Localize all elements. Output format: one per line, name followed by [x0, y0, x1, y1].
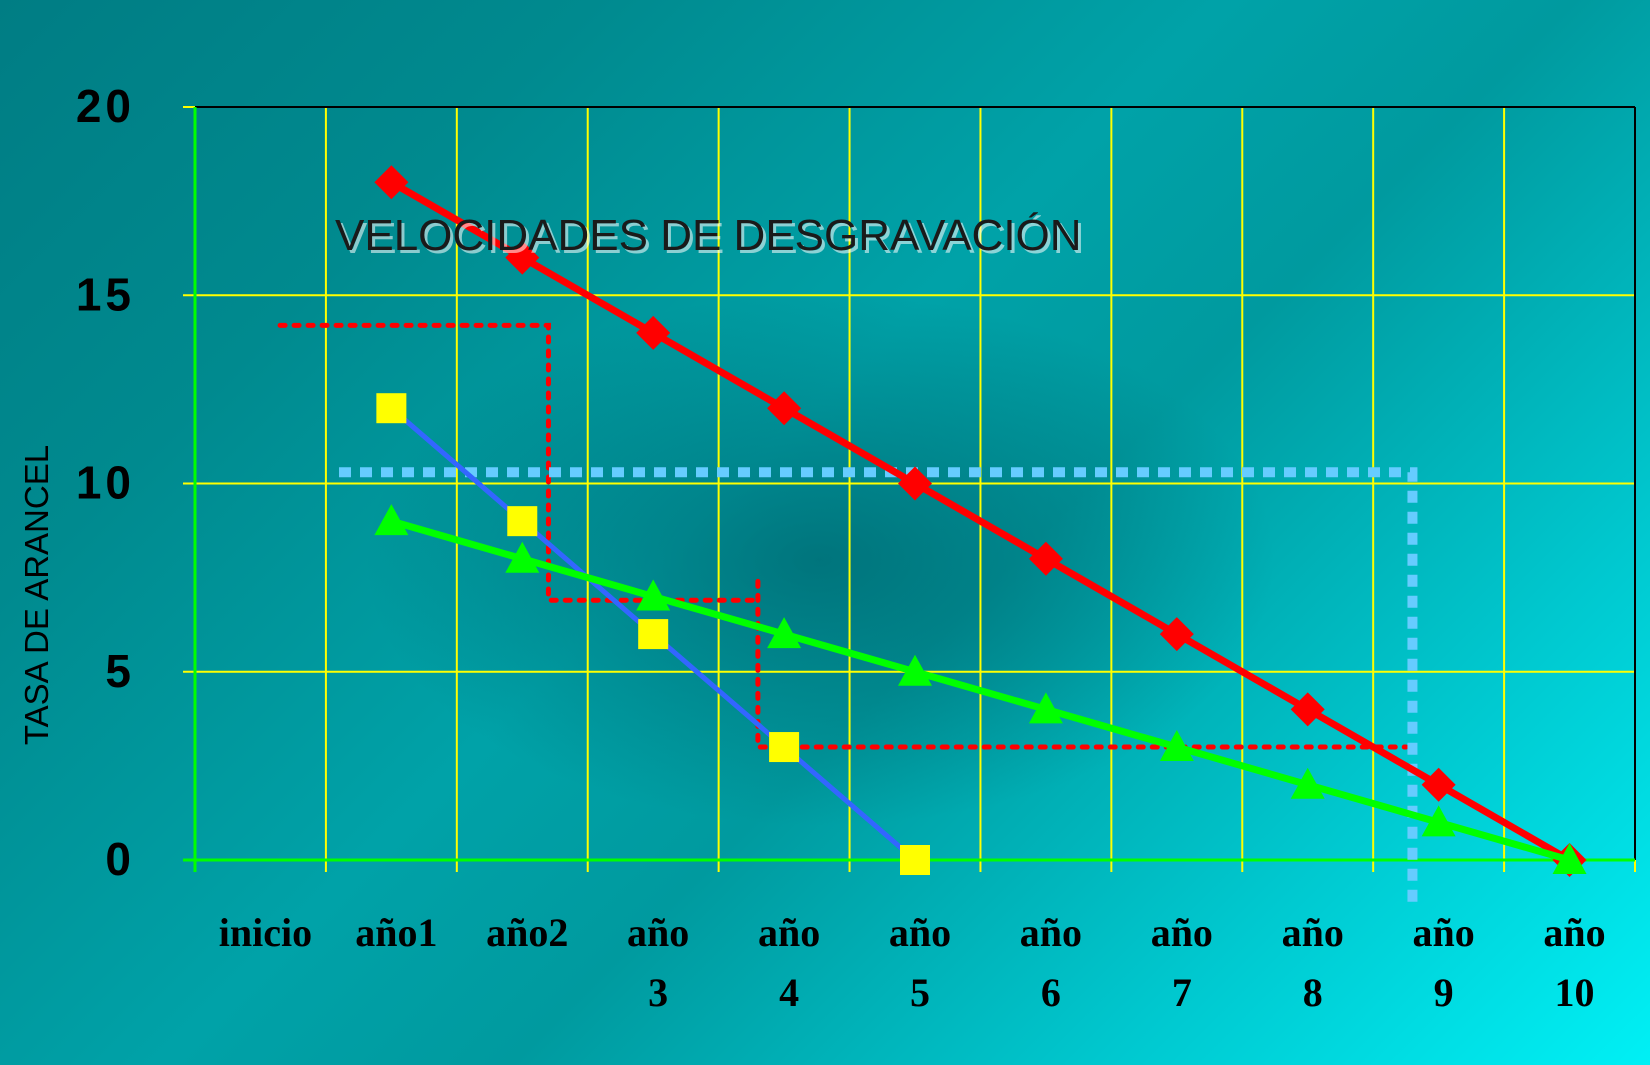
blue-guide-line — [339, 467, 1418, 909]
x-tick-label-part: año2 — [486, 910, 568, 955]
x-tick-label: año 6 — [1020, 910, 1082, 1015]
data-point — [505, 240, 540, 275]
series-line — [390, 517, 1571, 864]
data-point — [1421, 767, 1456, 802]
y-tick-label: 5 — [105, 645, 135, 697]
x-tick-label-part: 7 — [1172, 970, 1192, 1015]
x-tick-label-part: 4 — [779, 970, 799, 1015]
x-tick-label-part: año — [758, 910, 820, 955]
x-tick-label: año 3 — [627, 910, 689, 1015]
chart-title-shadow: VELOCIDADES DE DESGRAVACIÓN — [338, 214, 1085, 263]
x-tick-label-part: año — [1543, 910, 1605, 955]
data-point — [636, 579, 671, 611]
y-tick-label: 20 — [76, 80, 135, 132]
x-tick-label-part: año — [889, 910, 951, 955]
x-tick-label: año 5 — [889, 910, 951, 1015]
x-tick-label-part: 10 — [1555, 970, 1595, 1015]
x-tick-label-part: 6 — [1041, 970, 1061, 1015]
data-point — [1552, 843, 1587, 874]
x-tick-label: año2 — [486, 910, 568, 955]
data-point — [507, 506, 538, 537]
x-tick-label-part: año — [627, 910, 689, 955]
x-tick-label-part: año1 — [355, 910, 437, 955]
data-point — [1159, 730, 1194, 762]
x-tick-label: año 7 — [1151, 910, 1213, 1015]
y-tick-label: 10 — [76, 457, 135, 509]
data-point — [767, 391, 802, 426]
x-tick-label: año 8 — [1282, 910, 1344, 1015]
red-guide-line — [755, 578, 1409, 750]
y-tick-label: 15 — [76, 268, 135, 320]
series-1 — [376, 393, 930, 875]
x-tick-label: año 4 — [758, 910, 820, 1015]
data-point — [638, 619, 669, 650]
x-tick-label-part: año — [1151, 910, 1213, 955]
data-point — [1290, 692, 1325, 727]
data-point — [505, 541, 540, 573]
data-point — [1028, 541, 1063, 576]
series-2 — [374, 504, 1587, 874]
data-point — [636, 315, 671, 350]
x-tick-label-part: 3 — [648, 970, 668, 1015]
x-tick-label-part: año — [1020, 910, 1082, 955]
data-point — [374, 165, 409, 200]
x-tick-label-part: año — [1413, 910, 1475, 955]
x-tick-label-part: inicio — [219, 910, 312, 955]
series — [374, 165, 1587, 877]
x-tick-label: año1 — [355, 910, 437, 955]
series-0 — [374, 165, 1587, 877]
x-tick-label-part: 5 — [910, 970, 930, 1015]
data-point — [1421, 805, 1456, 837]
data-point — [374, 504, 409, 536]
x-tick-label: año 10 — [1543, 910, 1605, 1015]
x-tick-label-part: año — [1282, 910, 1344, 955]
data-point — [898, 466, 932, 501]
x-tick-label-part: 9 — [1434, 970, 1454, 1015]
y-axis: 0 5 10 15 20 — [76, 80, 135, 885]
series-line — [389, 179, 1572, 864]
y-tick-label: 0 — [105, 833, 135, 885]
x-tick-label: inicio — [219, 910, 312, 955]
chart-title: VELOCIDADES DE DESGRAVACIÓN — [335, 211, 1082, 260]
data-point — [1290, 767, 1325, 799]
y-axis-label: TASA DE ARANCEL — [18, 445, 55, 745]
data-point — [898, 654, 932, 686]
data-point — [767, 617, 802, 649]
x-tick-label-part: 8 — [1303, 970, 1323, 1015]
x-tick-label: año 9 — [1413, 910, 1475, 1015]
data-point — [376, 393, 407, 424]
data-point — [900, 845, 930, 875]
data-point — [769, 732, 800, 763]
data-point — [1159, 617, 1194, 652]
data-point — [1028, 692, 1063, 724]
